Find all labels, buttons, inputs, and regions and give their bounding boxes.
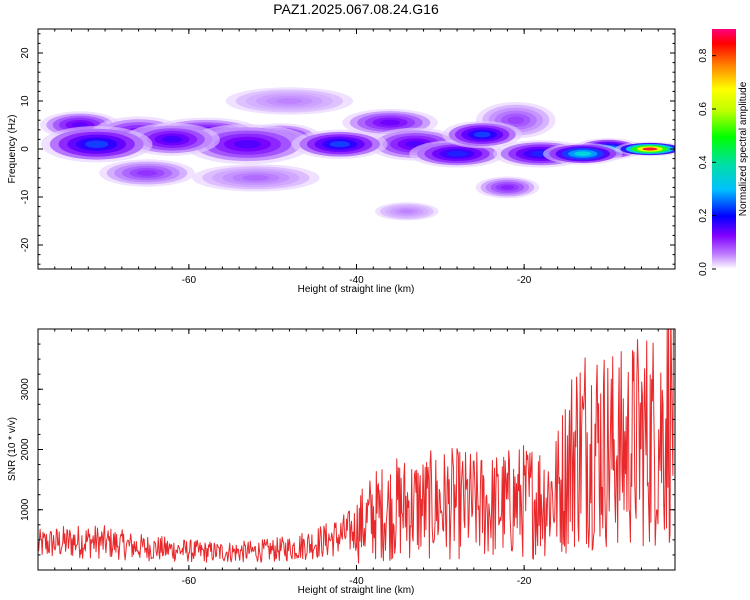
colorbar-tick-label: 0.0	[698, 262, 709, 276]
x-tick-label: -40	[349, 275, 364, 286]
snr-y-ticks: 1000 2000 3000	[20, 328, 675, 571]
y-tick-label: -20	[20, 237, 31, 252]
snr-x-axis-label: Height of straight line (km)	[298, 585, 415, 596]
spectrogram-x-axis-label: Height of straight line (km)	[298, 284, 415, 295]
spectral-contour	[85, 140, 109, 148]
x-tick-label: -40	[349, 576, 364, 587]
spectral-blob	[192, 164, 320, 192]
spectrogram-y-ticks: -20 -10 0 10 20	[20, 33, 675, 265]
spectral-blob	[342, 108, 438, 137]
spectral-blob	[225, 87, 354, 115]
y-tick-label: 1000	[20, 498, 31, 521]
y-tick-label: 10	[20, 95, 31, 107]
snr-panel: -60 -40 -20 1000 2000 3000 Height of straigh…	[7, 328, 676, 596]
spectral-contour	[162, 135, 183, 143]
colorbar-label: Normalized spectral amplitude	[738, 81, 749, 216]
y-tick-label: 20	[20, 47, 31, 59]
spectral-contour	[507, 116, 525, 124]
chart-title: PAZ1.2025.067.08.24.G16	[273, 1, 439, 17]
colorbar-tick-label: 0.2	[698, 208, 709, 222]
colorbar-tick-label: 0.6	[698, 102, 709, 116]
y-tick-label: -10	[20, 189, 31, 204]
spectral-contour	[574, 151, 592, 157]
x-tick-label: -60	[182, 576, 197, 587]
spectral-contour	[71, 122, 89, 128]
spectrogram-y-axis-label: Frequency (Hz)	[7, 115, 18, 184]
spectral-contour	[136, 170, 158, 176]
snr-series-line	[38, 329, 674, 564]
spectral-blob	[99, 159, 195, 187]
spectral-blob	[543, 142, 623, 165]
x-tick-label: -60	[182, 275, 197, 286]
spectral-contour	[473, 131, 491, 138]
spectral-blob	[124, 122, 220, 156]
spectrogram-blobs	[40, 87, 675, 221]
spectral-contour	[379, 119, 401, 126]
spectral-contour	[500, 185, 515, 190]
spectral-contour	[642, 147, 658, 151]
colorbar-gradient	[712, 29, 736, 269]
colorbar-ticks: 0.0 0.2 0.4 0.6 0.8	[698, 48, 716, 276]
y-tick-label: 3000	[20, 378, 31, 401]
colorbar-tick-label: 0.4	[698, 155, 709, 169]
colorbar: 0.0 0.2 0.4 0.6 0.8 Normalized spectral ampl…	[698, 29, 749, 276]
spectral-blob	[367, 127, 464, 161]
spectral-contour	[329, 141, 350, 148]
x-tick-label: -20	[517, 576, 532, 587]
spectral-contour	[447, 150, 468, 157]
spectral-blob	[291, 129, 388, 159]
spectral-contour	[234, 140, 261, 149]
spectral-blob	[614, 141, 675, 157]
spectrogram-panel: -60 -40 -20 -20 -10 0 10 20 Height of straight…	[7, 28, 676, 295]
spectral-blob	[40, 126, 153, 163]
spectral-blob	[375, 202, 439, 221]
snr-y-axis-label: SNR (10 * v/v)	[7, 417, 18, 481]
spectrogram-x-ticks: -60 -40 -20	[37, 29, 676, 286]
spectral-blob	[475, 176, 540, 199]
x-tick-label: -20	[517, 275, 532, 286]
spectral-contour	[276, 98, 303, 104]
spectral-contour	[400, 209, 414, 214]
colorbar-tick-label: 0.8	[698, 48, 709, 62]
spectral-contour	[242, 174, 270, 181]
snr-x-ticks: -60 -40 -20	[37, 329, 676, 587]
y-tick-label: 2000	[20, 438, 31, 461]
spectral-blob	[442, 120, 522, 149]
y-tick-label: 0	[20, 146, 31, 152]
